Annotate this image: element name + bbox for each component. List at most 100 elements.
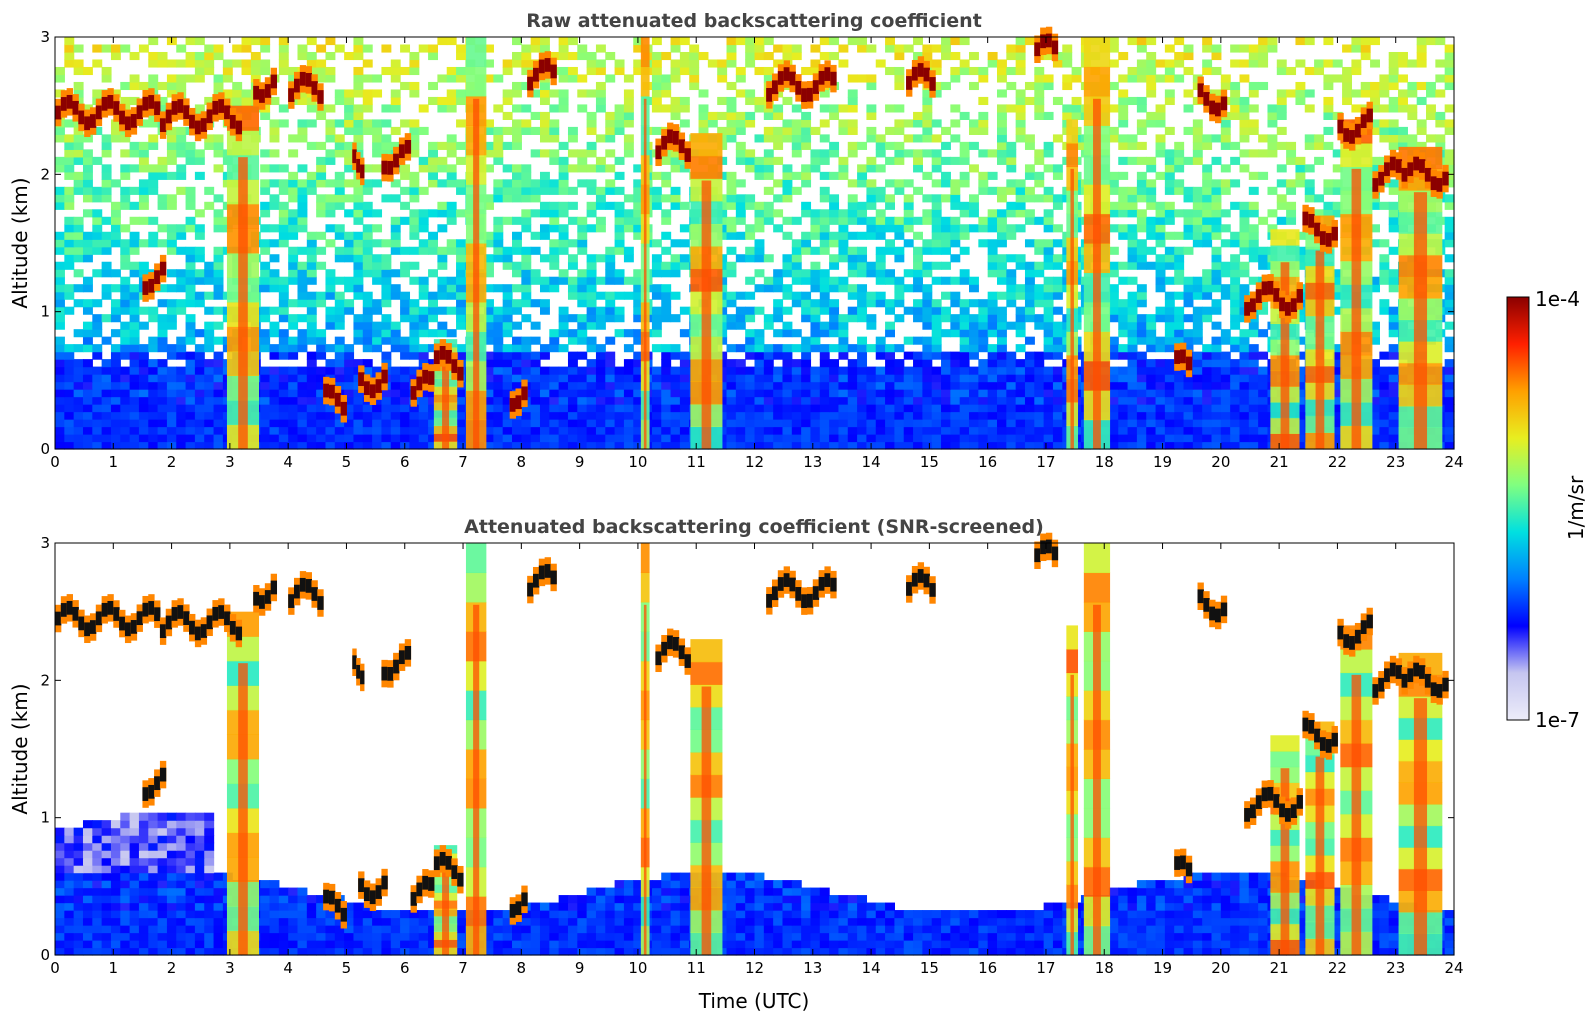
heat-cell bbox=[549, 419, 560, 428]
heat-cell bbox=[409, 224, 420, 233]
heat-cell bbox=[1444, 404, 1455, 413]
heat-cell bbox=[334, 441, 345, 450]
heat-cell bbox=[614, 374, 625, 383]
heat-cell bbox=[745, 426, 756, 435]
heat-cell bbox=[651, 389, 662, 398]
heat-cell bbox=[400, 164, 411, 173]
heat-cell bbox=[1211, 246, 1222, 255]
heat-cell bbox=[1398, 134, 1408, 143]
heat-cell bbox=[959, 141, 970, 150]
heat-cell bbox=[241, 96, 252, 106]
heat-cell bbox=[1370, 396, 1380, 405]
heat-cell bbox=[959, 209, 970, 218]
heat-cell bbox=[875, 336, 886, 345]
heat-cell bbox=[1043, 434, 1054, 443]
heat-cell bbox=[1127, 156, 1138, 165]
heat-cell bbox=[978, 419, 989, 428]
heat-cell bbox=[297, 119, 308, 128]
heat-cell bbox=[334, 336, 345, 345]
heat-cell bbox=[1034, 366, 1045, 375]
heat-cell bbox=[838, 329, 849, 338]
heat-cell bbox=[1202, 434, 1213, 443]
heat-cell bbox=[446, 171, 457, 180]
heat-cell bbox=[1024, 186, 1035, 195]
heat-cell bbox=[1015, 374, 1026, 383]
heat-cell bbox=[166, 381, 177, 390]
heat-cell bbox=[1444, 396, 1455, 405]
heat-cell bbox=[521, 411, 532, 420]
heat-cell bbox=[782, 306, 793, 315]
heat-cell bbox=[1220, 411, 1231, 420]
heat-cell bbox=[633, 359, 644, 368]
heat-cell bbox=[763, 126, 774, 135]
heat-cell bbox=[316, 434, 327, 443]
heat-cell bbox=[1024, 299, 1035, 308]
heat-cell bbox=[1108, 396, 1119, 405]
heat-cell bbox=[530, 89, 541, 98]
heat-cell bbox=[1444, 276, 1455, 285]
heat-cell bbox=[549, 209, 560, 218]
heat-cell bbox=[633, 186, 644, 195]
heat-cell bbox=[1006, 381, 1017, 390]
heat-cell bbox=[213, 404, 224, 413]
heat-cell bbox=[288, 419, 299, 428]
heat-cell bbox=[1332, 344, 1343, 353]
heat-cell bbox=[138, 426, 149, 435]
heat-cell bbox=[260, 389, 271, 398]
heat-cell bbox=[577, 329, 588, 338]
heat-cell bbox=[847, 396, 858, 405]
heat-cell bbox=[381, 261, 392, 270]
heat-cell bbox=[64, 164, 75, 173]
heat-cell bbox=[1006, 186, 1017, 195]
heat-cell bbox=[502, 261, 513, 270]
heat-cell bbox=[1360, 81, 1371, 91]
heat-cell bbox=[446, 96, 457, 106]
heat-cell bbox=[950, 411, 961, 420]
heat-cell bbox=[1304, 194, 1315, 203]
heat-cell bbox=[819, 216, 830, 225]
heat-cell bbox=[885, 269, 895, 278]
heat-cell bbox=[344, 359, 355, 368]
heat-cell bbox=[1248, 321, 1259, 330]
heat-cell bbox=[325, 134, 336, 143]
heat-cell bbox=[1388, 276, 1399, 285]
heat-cell bbox=[969, 126, 979, 135]
heat-cell bbox=[1024, 366, 1035, 375]
heat-cell bbox=[726, 389, 737, 398]
heat-cell bbox=[679, 261, 690, 270]
heat-cell bbox=[773, 306, 784, 315]
heat-cell bbox=[138, 404, 149, 413]
heat-cell bbox=[1183, 404, 1194, 413]
heat-cell bbox=[651, 126, 662, 135]
heat-cell bbox=[1006, 366, 1017, 375]
heat-cell bbox=[288, 344, 299, 353]
heat-cell bbox=[344, 441, 355, 450]
heat-cell bbox=[73, 186, 84, 195]
heat-cell bbox=[996, 261, 1007, 270]
heat-cell bbox=[92, 404, 103, 413]
heat-cell bbox=[1043, 366, 1054, 375]
heat-cell bbox=[1136, 396, 1147, 405]
heat-cell bbox=[1276, 126, 1287, 135]
heat-cell bbox=[502, 246, 513, 255]
heat-cell bbox=[1015, 96, 1026, 106]
heat-cell bbox=[1127, 366, 1138, 375]
heat-cell bbox=[670, 254, 681, 263]
heat-cell bbox=[539, 89, 550, 98]
heat-cell bbox=[1258, 149, 1269, 158]
heat-cell bbox=[726, 269, 737, 278]
heat-cell bbox=[885, 179, 895, 188]
heat-cell bbox=[1024, 396, 1035, 405]
heat-cell bbox=[288, 441, 299, 450]
heat-cell bbox=[64, 119, 75, 128]
heat-cell bbox=[651, 404, 662, 413]
heat-cell bbox=[409, 426, 420, 435]
heat-cell bbox=[1248, 246, 1259, 255]
heat-cell bbox=[1388, 224, 1399, 233]
heat-cell bbox=[539, 119, 550, 128]
heat-cell bbox=[194, 441, 205, 450]
heat-cell bbox=[194, 74, 205, 83]
heat-cell bbox=[306, 179, 317, 188]
heat-cell bbox=[1276, 194, 1287, 203]
heat-cell bbox=[866, 111, 877, 120]
